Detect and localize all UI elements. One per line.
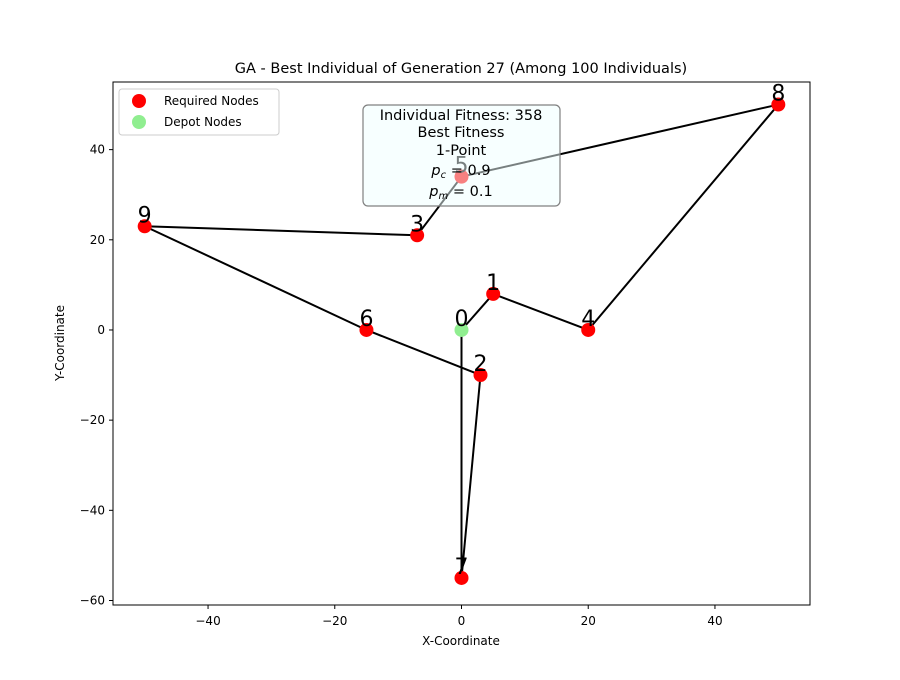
y-tick-label: 20 xyxy=(90,233,105,247)
node-label: 0 xyxy=(455,307,469,332)
required-node-marker xyxy=(454,570,469,585)
y-tick-label: −20 xyxy=(80,413,105,427)
x-tick-label: 40 xyxy=(707,614,722,628)
y-tick-label: −40 xyxy=(80,503,105,517)
route-segment xyxy=(492,292,590,331)
required-node-marker xyxy=(581,322,596,337)
legend-label-required: Required Nodes xyxy=(164,94,259,108)
best-fitness-text: Best Fitness xyxy=(418,125,505,141)
annotation-box-frame xyxy=(362,104,561,207)
x-axis-label: X-Coordinate xyxy=(422,634,500,648)
node-label: 3 xyxy=(410,212,424,237)
node-label: 9 xyxy=(138,203,152,228)
pm-subscript: m xyxy=(439,191,449,202)
x-tick-label: 20 xyxy=(581,614,596,628)
y-tick-label: 40 xyxy=(90,143,105,157)
legend-marker-required xyxy=(132,94,146,108)
legend-frame xyxy=(118,88,280,136)
legend-marker-depot xyxy=(132,115,146,129)
crossover-text: 1-Point xyxy=(436,143,487,159)
node-label: 4 xyxy=(581,307,595,332)
pm-value: = 0.1 xyxy=(448,184,492,200)
node-label: 1 xyxy=(486,271,500,296)
x-tick-label: −40 xyxy=(195,614,220,628)
route-segment xyxy=(143,225,419,237)
required-node-marker xyxy=(486,286,501,301)
node-label: 8 xyxy=(771,82,785,107)
pc-symbol: p xyxy=(430,163,440,179)
route-segment xyxy=(143,225,368,331)
node-label-layer: 0123456789 xyxy=(138,82,786,580)
annotation-box: Individual Fitness: 358 Best Fitness 1-P… xyxy=(362,104,561,207)
pm-symbol: p xyxy=(428,184,438,200)
route-segment xyxy=(460,292,495,331)
pc-text: pc = 0.9 xyxy=(430,163,490,181)
node-label: 2 xyxy=(474,352,488,377)
route-segment xyxy=(587,103,780,331)
required-node-marker xyxy=(359,322,374,337)
x-tick-label: 0 xyxy=(458,614,466,628)
depot-node-marker xyxy=(454,322,469,337)
pc-subscript: c xyxy=(441,170,447,181)
x-tick-label: −20 xyxy=(322,614,347,628)
y-axis-label: Y-Coordinate xyxy=(53,305,67,382)
y-tick-label: −60 xyxy=(80,593,105,607)
pm-text: pm = 0.1 xyxy=(428,184,492,202)
required-node-marker xyxy=(410,228,425,243)
required-node-marker xyxy=(137,219,152,234)
node-label: 7 xyxy=(455,555,469,580)
fitness-text: Individual Fitness: 358 xyxy=(380,108,543,124)
chart-title: GA - Best Individual of Generation 27 (A… xyxy=(235,61,687,77)
y-tick-label: 0 xyxy=(97,323,105,337)
pc-value: = 0.9 xyxy=(446,163,490,179)
required-node-marker xyxy=(473,368,488,383)
route-segment xyxy=(460,374,482,579)
node-label: 6 xyxy=(359,307,373,332)
required-node-marker xyxy=(771,97,786,112)
legend: Required Nodes Depot Nodes xyxy=(118,88,280,136)
legend-label-depot: Depot Nodes xyxy=(164,115,242,129)
